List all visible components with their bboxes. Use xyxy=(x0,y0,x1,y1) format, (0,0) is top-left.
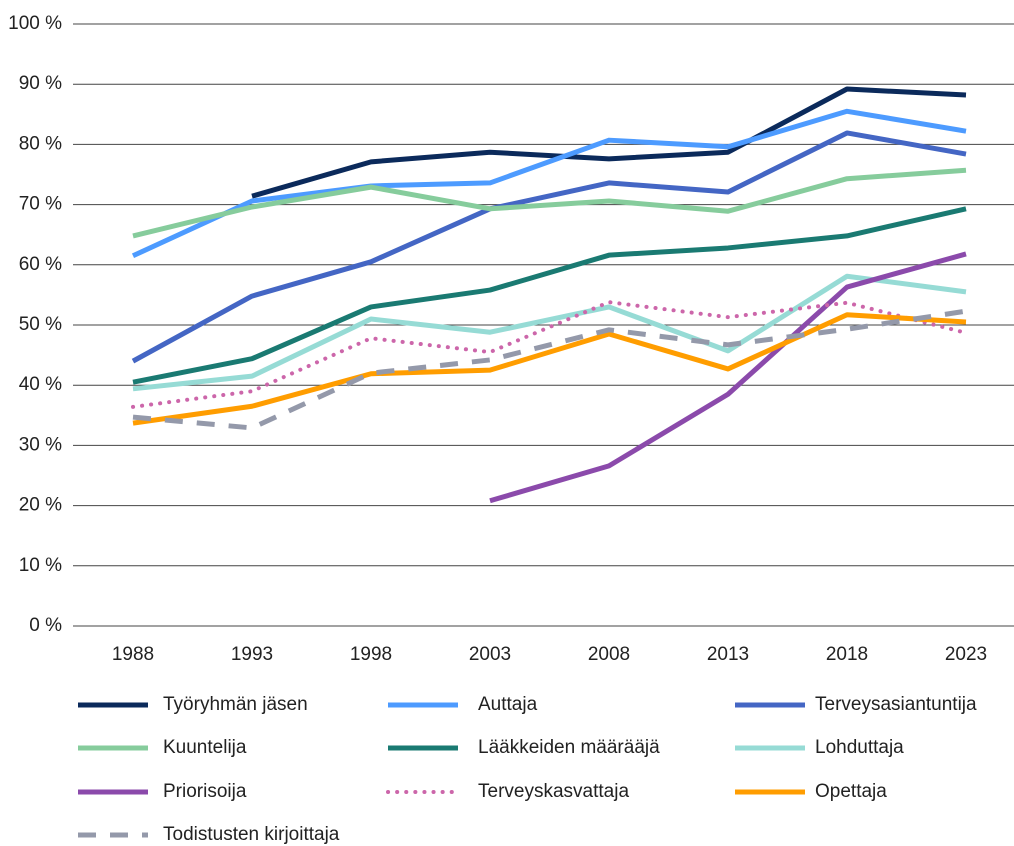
legend-label: Auttaja xyxy=(478,694,538,715)
series-line xyxy=(132,308,967,431)
y-tick-label: 40 % xyxy=(19,374,62,395)
series-line xyxy=(132,273,967,392)
y-tick-label: 70 % xyxy=(19,194,62,215)
x-tick-label: 2018 xyxy=(826,644,868,665)
legend-label: Opettaja xyxy=(815,781,887,802)
series-line xyxy=(131,130,967,364)
y-tick-label: 0 % xyxy=(29,615,62,636)
series-line xyxy=(132,167,967,239)
y-tick-label: 10 % xyxy=(19,555,62,576)
y-tick-label: 90 % xyxy=(19,73,62,94)
x-tick-label: 1993 xyxy=(231,644,273,665)
series-line xyxy=(131,300,968,409)
legend-label: Todistusten kirjoittaja xyxy=(163,824,340,845)
y-tick-label: 100 % xyxy=(8,13,62,34)
x-tick-label: 2003 xyxy=(469,644,511,665)
y-tick-label: 20 % xyxy=(19,495,62,516)
x-tick-label: 1988 xyxy=(112,644,154,665)
legend-label: Työryhmän jäsen xyxy=(163,694,308,715)
y-tick-label: 60 % xyxy=(19,254,62,275)
x-tick-label: 1998 xyxy=(350,644,392,665)
x-tick-label: 2023 xyxy=(945,644,987,665)
legend-label: Lohduttaja xyxy=(815,737,904,758)
legend-label: Kuuntelija xyxy=(163,737,247,758)
y-tick-label: 30 % xyxy=(19,434,62,455)
legend-label: Terveyskasvattaja xyxy=(478,781,629,802)
legend-label: Lääkkeiden määrääjä xyxy=(478,737,660,758)
series-line xyxy=(132,206,967,385)
y-tick-label: 80 % xyxy=(19,133,62,154)
series-line xyxy=(251,86,967,199)
x-tick-label: 2008 xyxy=(588,644,630,665)
x-tick-label: 2013 xyxy=(707,644,749,665)
series-line xyxy=(131,108,967,259)
legend-label: Priorisoija xyxy=(163,781,247,802)
legend-label: Terveysasiantuntija xyxy=(815,694,977,715)
y-tick-label: 50 % xyxy=(19,314,62,335)
series-line xyxy=(132,312,967,426)
series-line xyxy=(489,251,967,504)
